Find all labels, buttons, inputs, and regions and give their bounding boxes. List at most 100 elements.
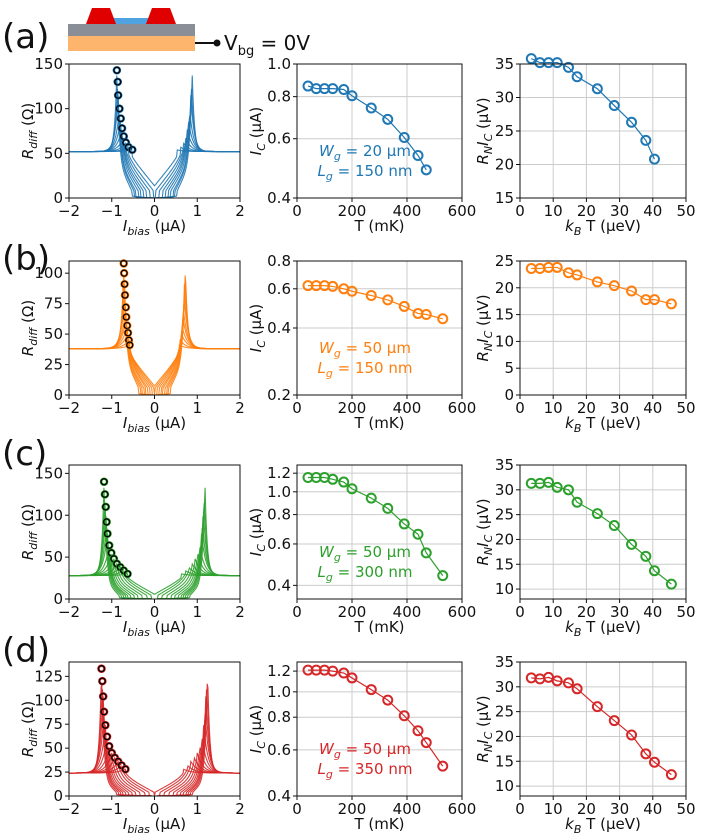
x-tick-label: 50	[676, 399, 695, 417]
y-label-main: R	[474, 154, 492, 164]
y-tick-label: 25	[495, 122, 514, 140]
legend-w-val: = 50 μm	[341, 543, 411, 561]
switch-point	[105, 742, 113, 750]
x-tick-label: 50	[676, 800, 695, 818]
y-axis-label: IC (μA)	[247, 705, 268, 753]
x-axis-label: Ibias (μA)	[123, 618, 186, 639]
y-label-main: I	[247, 748, 265, 753]
rdiff-curve	[69, 300, 240, 396]
legend-w-val: = 20 μm	[341, 142, 411, 160]
x-label-unit: T (μeV)	[581, 414, 640, 432]
legend-l: L	[318, 162, 326, 180]
rnic-point	[626, 285, 638, 297]
ic-axes: 0 200 400 600 0.4 0.6 0.8 1.0 1.2 T (mK) IC (μA) Wg…	[247, 661, 476, 833]
x-label-unit: T (μeV)	[581, 217, 640, 235]
rnic-point	[562, 484, 574, 496]
x-tick-label: 0	[150, 202, 160, 220]
y-tick-label: 50	[44, 144, 63, 162]
legend-w-sub: g	[334, 150, 341, 163]
x-tick-label: −1	[101, 399, 123, 417]
y-tick-label: 35	[495, 456, 514, 474]
x-tick-label: 20	[577, 800, 596, 818]
y-label-sub1: N	[482, 343, 495, 351]
rdiff-curve	[69, 275, 240, 396]
rdiff-curve	[69, 344, 240, 387]
rdiff-axes: −2 −1 0 1 2 0 50 100 150 Ibias (μA) Rdiff (Ω)	[19, 55, 245, 238]
x-label-main: I	[123, 618, 128, 636]
y-label-sub: diff	[27, 130, 40, 149]
ic-point	[420, 547, 432, 559]
switch-point	[99, 692, 107, 701]
left-contact	[86, 8, 116, 24]
rnic-point	[665, 769, 677, 781]
switch-point	[115, 105, 124, 113]
switch-point	[120, 280, 129, 288]
legend-l-sub: g	[326, 367, 333, 380]
y-label-main: R	[19, 149, 37, 159]
rnic-point	[543, 476, 555, 488]
x-tick-label: 40	[643, 603, 662, 621]
legend-w-sub: g	[334, 347, 341, 360]
x-label-sub: bias	[127, 823, 150, 834]
axes-frame	[68, 260, 241, 396]
y-tick-label: 1.0	[267, 483, 291, 501]
y-tick-label: 25	[495, 506, 514, 524]
rnic-series-line	[531, 676, 672, 776]
y-label-sub: diff	[27, 531, 40, 550]
y-label-sub2: C	[482, 534, 495, 542]
y-label-unit: (μV)	[474, 294, 492, 330]
y-tick-label: 30	[495, 678, 514, 696]
y-label-sub2: C	[482, 731, 495, 739]
substrate-layer	[68, 36, 195, 51]
x-tick-label: 400	[393, 603, 422, 621]
x-tick-label: 30	[610, 603, 629, 621]
x-tick-label: 40	[643, 202, 662, 220]
y-tick-label: 1.2	[267, 464, 291, 482]
rdiff-curve	[69, 573, 240, 595]
y-tick-label: 0	[53, 386, 63, 404]
y-tick-label: 20	[495, 727, 514, 745]
y-label-mid: I	[474, 338, 492, 343]
y-axis-label: Rdiff (Ω)	[19, 504, 40, 560]
x-label-main: k	[565, 618, 575, 636]
y-tick-label: 1.2	[267, 662, 291, 680]
legend-l-val: = 150 nm	[333, 359, 413, 377]
y-tick-label: 0.4	[267, 787, 291, 805]
rdiff-curve	[69, 95, 240, 199]
rdiff-curve	[69, 683, 240, 797]
rnic-point	[551, 57, 563, 69]
x-tick-label: 50	[676, 603, 695, 621]
x-tick-label: 20	[577, 603, 596, 621]
x-tick-label: −2	[58, 603, 80, 621]
switch-point	[117, 114, 125, 123]
y-tick-label: 0.4	[267, 189, 291, 207]
ic-point	[382, 502, 394, 514]
x-tick-label: 400	[393, 399, 422, 417]
x-axis-label: kB T (μeV)	[565, 217, 641, 238]
ic-point	[420, 164, 432, 176]
y-axis-label: RNIC (μV)	[474, 498, 495, 565]
y-label-main: I	[247, 551, 265, 556]
y-label-sub1: N	[482, 146, 495, 154]
panel-label: (b)	[2, 239, 50, 279]
x-tick-label: −2	[58, 202, 80, 220]
ic-point	[398, 710, 410, 722]
switch-point	[114, 91, 122, 99]
switch-point	[123, 321, 131, 330]
x-tick-label: 400	[393, 800, 422, 818]
y-tick-label: 75	[44, 295, 63, 313]
y-label-mid: I	[474, 542, 492, 547]
y-tick-label: 0	[504, 386, 514, 404]
ic-point	[365, 684, 377, 696]
rnic-point	[648, 756, 660, 768]
legend-length: Lg = 350 nm	[318, 760, 413, 781]
x-tick-label: 0	[515, 603, 525, 621]
switch-point	[118, 124, 126, 132]
legend-width: Wg = 50 μm	[319, 339, 411, 360]
switch-markers	[97, 664, 130, 774]
switch-point	[100, 708, 108, 716]
y-tick-label: 20	[495, 279, 514, 297]
x-label-unit: (μA)	[150, 618, 186, 636]
